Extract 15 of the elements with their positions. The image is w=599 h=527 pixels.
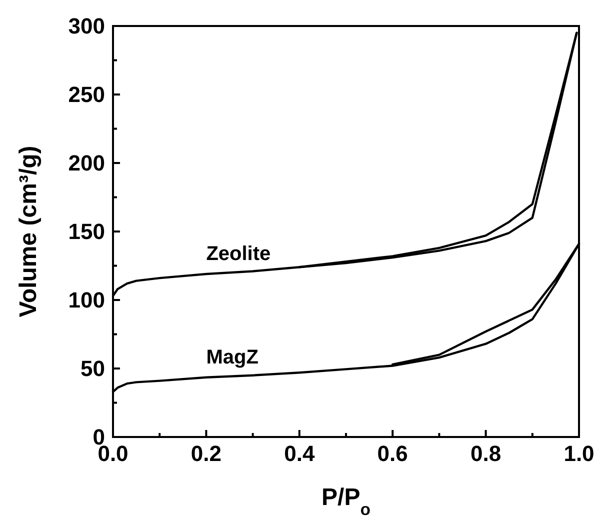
x-tick-label: 0.6 [377, 441, 408, 466]
y-tick-label: 150 [68, 219, 105, 244]
x-tick-label: 1.0 [564, 441, 594, 466]
x-tick-label: 0.4 [284, 441, 316, 466]
x-axis-title: P/P$_{o}$ [322, 484, 370, 518]
y-tick-label: 100 [68, 288, 105, 313]
series-label: MagZ [206, 346, 258, 368]
y-tick-label: 250 [68, 82, 105, 108]
x-tick-label: 0.2 [190, 441, 222, 466]
y-axis-title: Volume (cm³/g) [15, 146, 42, 318]
y-tick-label: 300 [68, 14, 105, 39]
x-tick-label: 0.8 [470, 441, 502, 466]
series-label: Zeolite [206, 242, 271, 265]
y-tick-label: 50 [80, 356, 105, 382]
y-tick-label: 200 [68, 150, 105, 176]
